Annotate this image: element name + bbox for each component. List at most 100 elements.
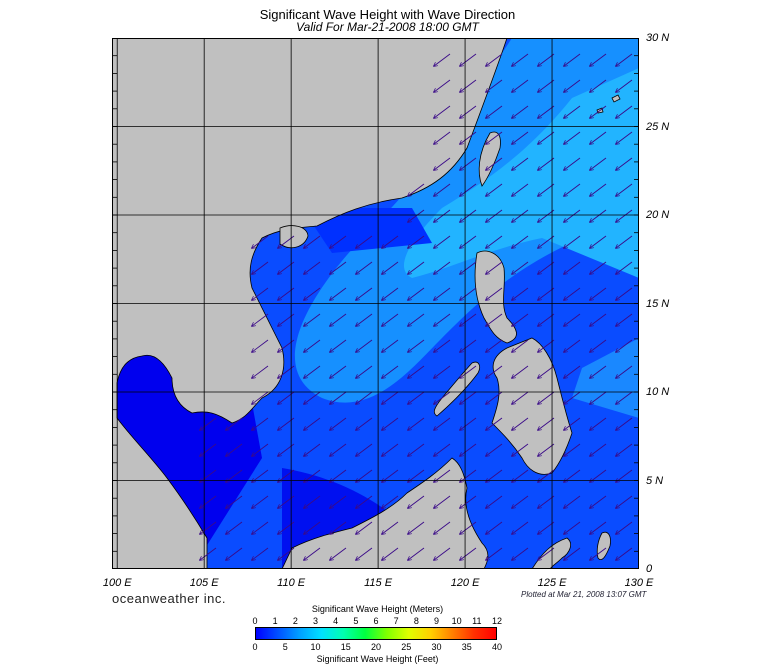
- wave-direction-arrow: [616, 235, 633, 248]
- wave-direction-arrow: [486, 495, 503, 508]
- wave-direction-arrow: [512, 443, 529, 456]
- wave-direction-arrow: [486, 53, 503, 66]
- wave-direction-arrow: [512, 53, 529, 66]
- wave-direction-arrow: [252, 547, 269, 560]
- wave-direction-arrow: [460, 365, 477, 378]
- wave-direction-arrow: [408, 209, 425, 222]
- wave-direction-arrow: [226, 547, 243, 560]
- longitude-label: 115 E: [364, 577, 393, 589]
- wave-direction-arrow: [486, 547, 503, 560]
- wave-direction-arrow: [590, 391, 607, 404]
- land-taiwan: [478, 131, 501, 187]
- wave-direction-arrow: [330, 313, 347, 326]
- wave-direction-arrow: [252, 521, 269, 534]
- wave-direction-arrow: [590, 469, 607, 482]
- wave-direction-arrow: [616, 547, 633, 560]
- wave-direction-arrow: [486, 469, 503, 482]
- map-frame: [112, 38, 639, 569]
- wave-direction-arrow: [304, 235, 321, 248]
- wave-direction-arrow: [538, 443, 555, 456]
- wave-direction-arrow: [486, 79, 503, 92]
- wave-direction-arrow: [434, 469, 451, 482]
- wave-direction-arrow: [616, 131, 633, 144]
- wave-direction-arrow: [616, 79, 633, 92]
- wave-direction-arrow: [200, 417, 217, 430]
- wave-direction-arrow: [616, 495, 633, 508]
- wave-direction-arrow: [382, 287, 399, 300]
- legend-meters-ticks: 0 1 2 3 4 5 6 7 8 9 10 11 12: [252, 616, 503, 626]
- wave-direction-arrow: [616, 287, 633, 300]
- legend-tick-label: 12: [491, 616, 503, 626]
- legend-tick-label: 10: [310, 642, 321, 652]
- wave-direction-arrow: [564, 183, 581, 196]
- wave-direction-arrow: [408, 365, 425, 378]
- wave-direction-arrow: [616, 183, 633, 196]
- wave-direction-arrow: [460, 313, 477, 326]
- brand-logo: oceanweather inc.: [112, 591, 227, 606]
- land-sulawesi: [531, 537, 572, 569]
- wave-direction-arrow: [460, 287, 477, 300]
- wave-direction-arrow: [486, 339, 503, 352]
- wave-direction-arrow: [382, 365, 399, 378]
- legend-tick-label: 1: [272, 616, 278, 626]
- wave-direction-arrow: [616, 521, 633, 534]
- wave-direction-arrow: [616, 417, 633, 430]
- wave-direction-arrow: [616, 105, 633, 118]
- wave-direction-arrow: [330, 495, 347, 508]
- wave-direction-arrow: [486, 287, 503, 300]
- wave-direction-arrow: [486, 105, 503, 118]
- wave-direction-arrow: [460, 391, 477, 404]
- wave-direction-arrow: [434, 521, 451, 534]
- wave-direction-arrow: [408, 547, 425, 560]
- wave-direction-arrow: [408, 235, 425, 248]
- wave-direction-arrow: [252, 339, 269, 352]
- latitude-label: 0: [646, 563, 653, 575]
- wave-direction-arrow: [460, 131, 477, 144]
- wave-direction-arrow: [252, 235, 269, 248]
- wave-direction-arrow: [486, 261, 503, 274]
- wave-direction-arrow: [200, 547, 217, 560]
- wave-direction-arrow: [434, 313, 451, 326]
- wave-direction-arrow: [434, 261, 451, 274]
- wave-direction-arrow: [538, 183, 555, 196]
- wave-direction-arrow: [304, 313, 321, 326]
- wave-direction-arrow: [616, 313, 633, 326]
- wave-direction-arrow: [382, 235, 399, 248]
- legend-tick-label: 20: [370, 642, 382, 652]
- wave-direction-arrow: [512, 131, 529, 144]
- wave-direction-arrow: [356, 469, 373, 482]
- wave-direction-arrow: [460, 183, 477, 196]
- wave-direction-arrow: [564, 157, 581, 170]
- wave-direction-arrow: [616, 391, 633, 404]
- wave-direction-arrow: [382, 313, 399, 326]
- wave-direction-arrow: [434, 287, 451, 300]
- legend-tick-label: 40: [491, 642, 503, 652]
- wave-direction-arrow: [590, 235, 607, 248]
- wave-direction-arrow: [486, 417, 503, 430]
- wave-direction-arrow: [512, 105, 529, 118]
- wave-direction-arrow: [460, 209, 477, 222]
- wave-direction-arrow: [460, 495, 477, 508]
- wave-direction-arrow: [304, 417, 321, 430]
- wave-height-map: [112, 38, 639, 569]
- wave-direction-arrow: [434, 209, 451, 222]
- wave-direction-arrow: [460, 53, 477, 66]
- wave-direction-arrow: [616, 157, 633, 170]
- legend-tick-label: 11: [472, 616, 482, 626]
- longitude-label: 105 E: [189, 577, 219, 589]
- wave-direction-arrow: [408, 417, 425, 430]
- wave-direction-arrow: [460, 261, 477, 274]
- wave-direction-arrow: [382, 469, 399, 482]
- wave-direction-arrow: [512, 235, 529, 248]
- wave-direction-arrow: [564, 261, 581, 274]
- legend-tick-label: 0: [252, 642, 258, 652]
- wave-direction-arrow: [512, 391, 529, 404]
- wave-direction-arrow: [564, 53, 581, 66]
- wave-direction-arrow: [252, 469, 269, 482]
- wave-direction-arrow: [356, 495, 373, 508]
- wave-direction-arrow: [486, 157, 503, 170]
- wave-direction-arrow: [590, 79, 607, 92]
- wave-direction-arrow: [590, 365, 607, 378]
- wave-direction-arrow: [538, 521, 555, 534]
- longitude-label: 120 E: [450, 577, 480, 589]
